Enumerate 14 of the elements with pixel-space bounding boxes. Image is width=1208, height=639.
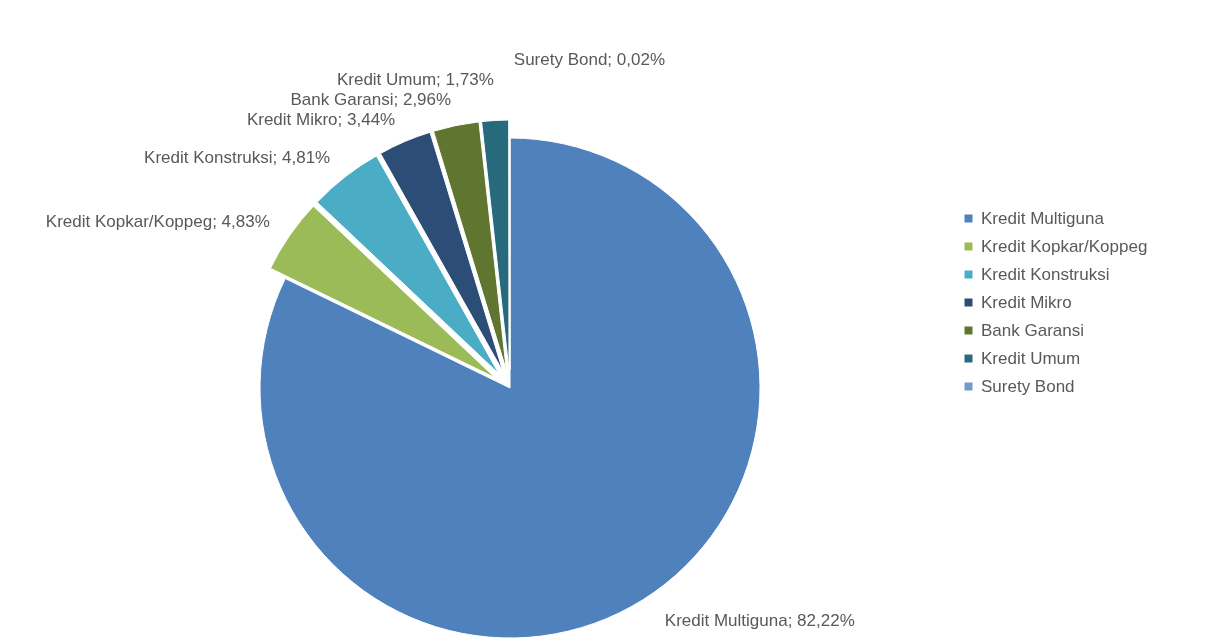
data-label: Kredit Konstruksi; 4,81% <box>144 147 331 167</box>
legend-label: Kredit Kopkar/Koppeg <box>981 236 1148 256</box>
data-label: Bank Garansi; 2,96% <box>290 89 452 109</box>
legend-label: Kredit Konstruksi <box>981 264 1110 284</box>
data-label: Kredit Mikro; 3,44% <box>246 109 396 129</box>
data-label: Kredit Kopkar/Koppeg; 4,83% <box>45 211 270 231</box>
data-label: Kredit Multiguna; 82,22% <box>664 611 855 630</box>
legend-label: Bank Garansi <box>981 320 1084 340</box>
legend-label: Surety Bond <box>981 376 1075 396</box>
data-label: Kredit Umum; 1,73% <box>336 69 494 89</box>
legend-label: Kredit Mikro <box>981 292 1072 312</box>
legend-label: Kredit Umum <box>981 348 1081 368</box>
data-label: Surety Bond; 0,02% <box>513 49 666 69</box>
legend-label: Kredit Multiguna <box>981 208 1105 228</box>
